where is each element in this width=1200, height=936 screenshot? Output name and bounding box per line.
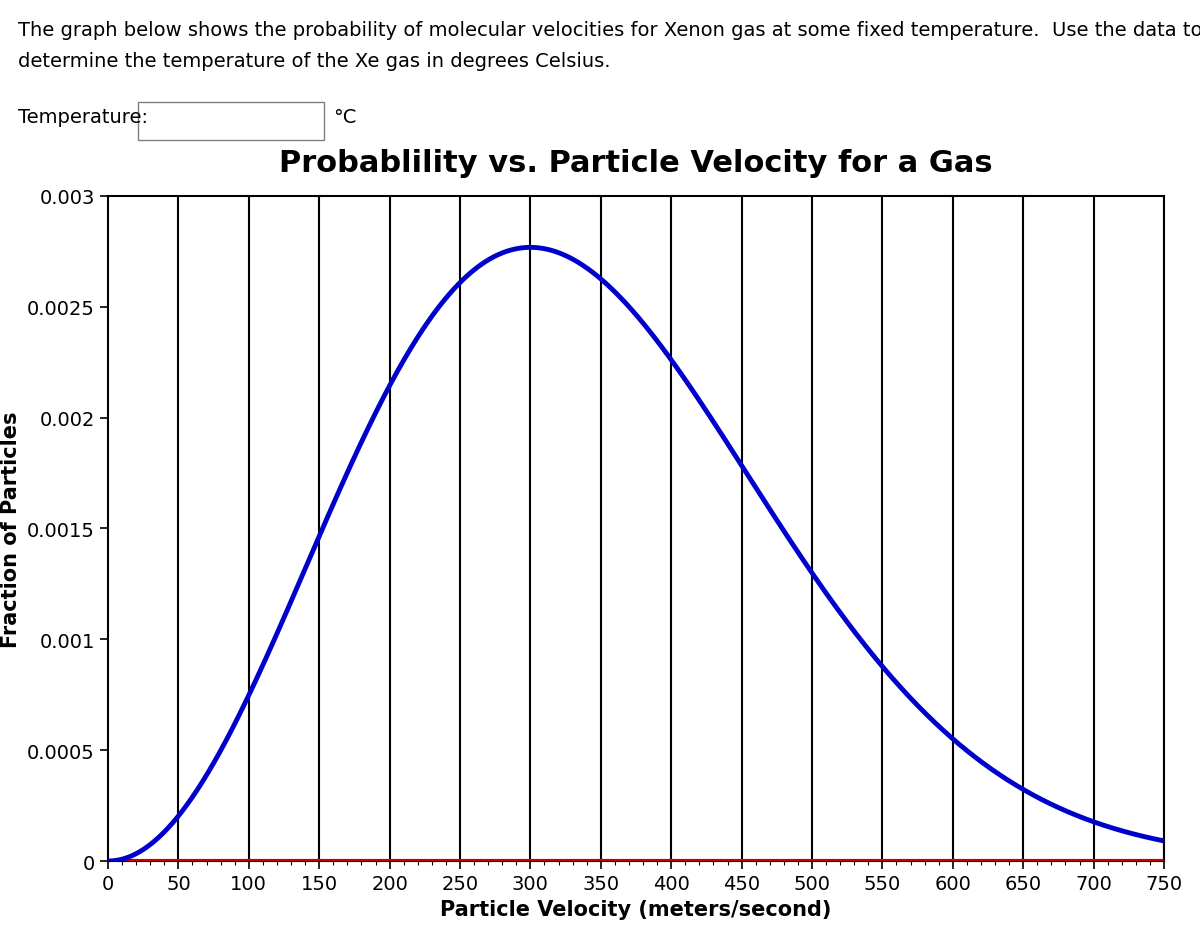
X-axis label: Particle Velocity (meters/second): Particle Velocity (meters/second): [440, 899, 832, 919]
Title: Probablility vs. Particle Velocity for a Gas: Probablility vs. Particle Velocity for a…: [280, 149, 992, 178]
Text: °C: °C: [334, 108, 356, 126]
Text: The graph below shows the probability of molecular velocities for Xenon gas at s: The graph below shows the probability of…: [18, 21, 1200, 39]
Text: Temperature:: Temperature:: [18, 108, 148, 126]
Text: determine the temperature of the Xe gas in degrees Celsius.: determine the temperature of the Xe gas …: [18, 51, 611, 70]
Y-axis label: Fraction of Particles: Fraction of Particles: [1, 411, 22, 647]
